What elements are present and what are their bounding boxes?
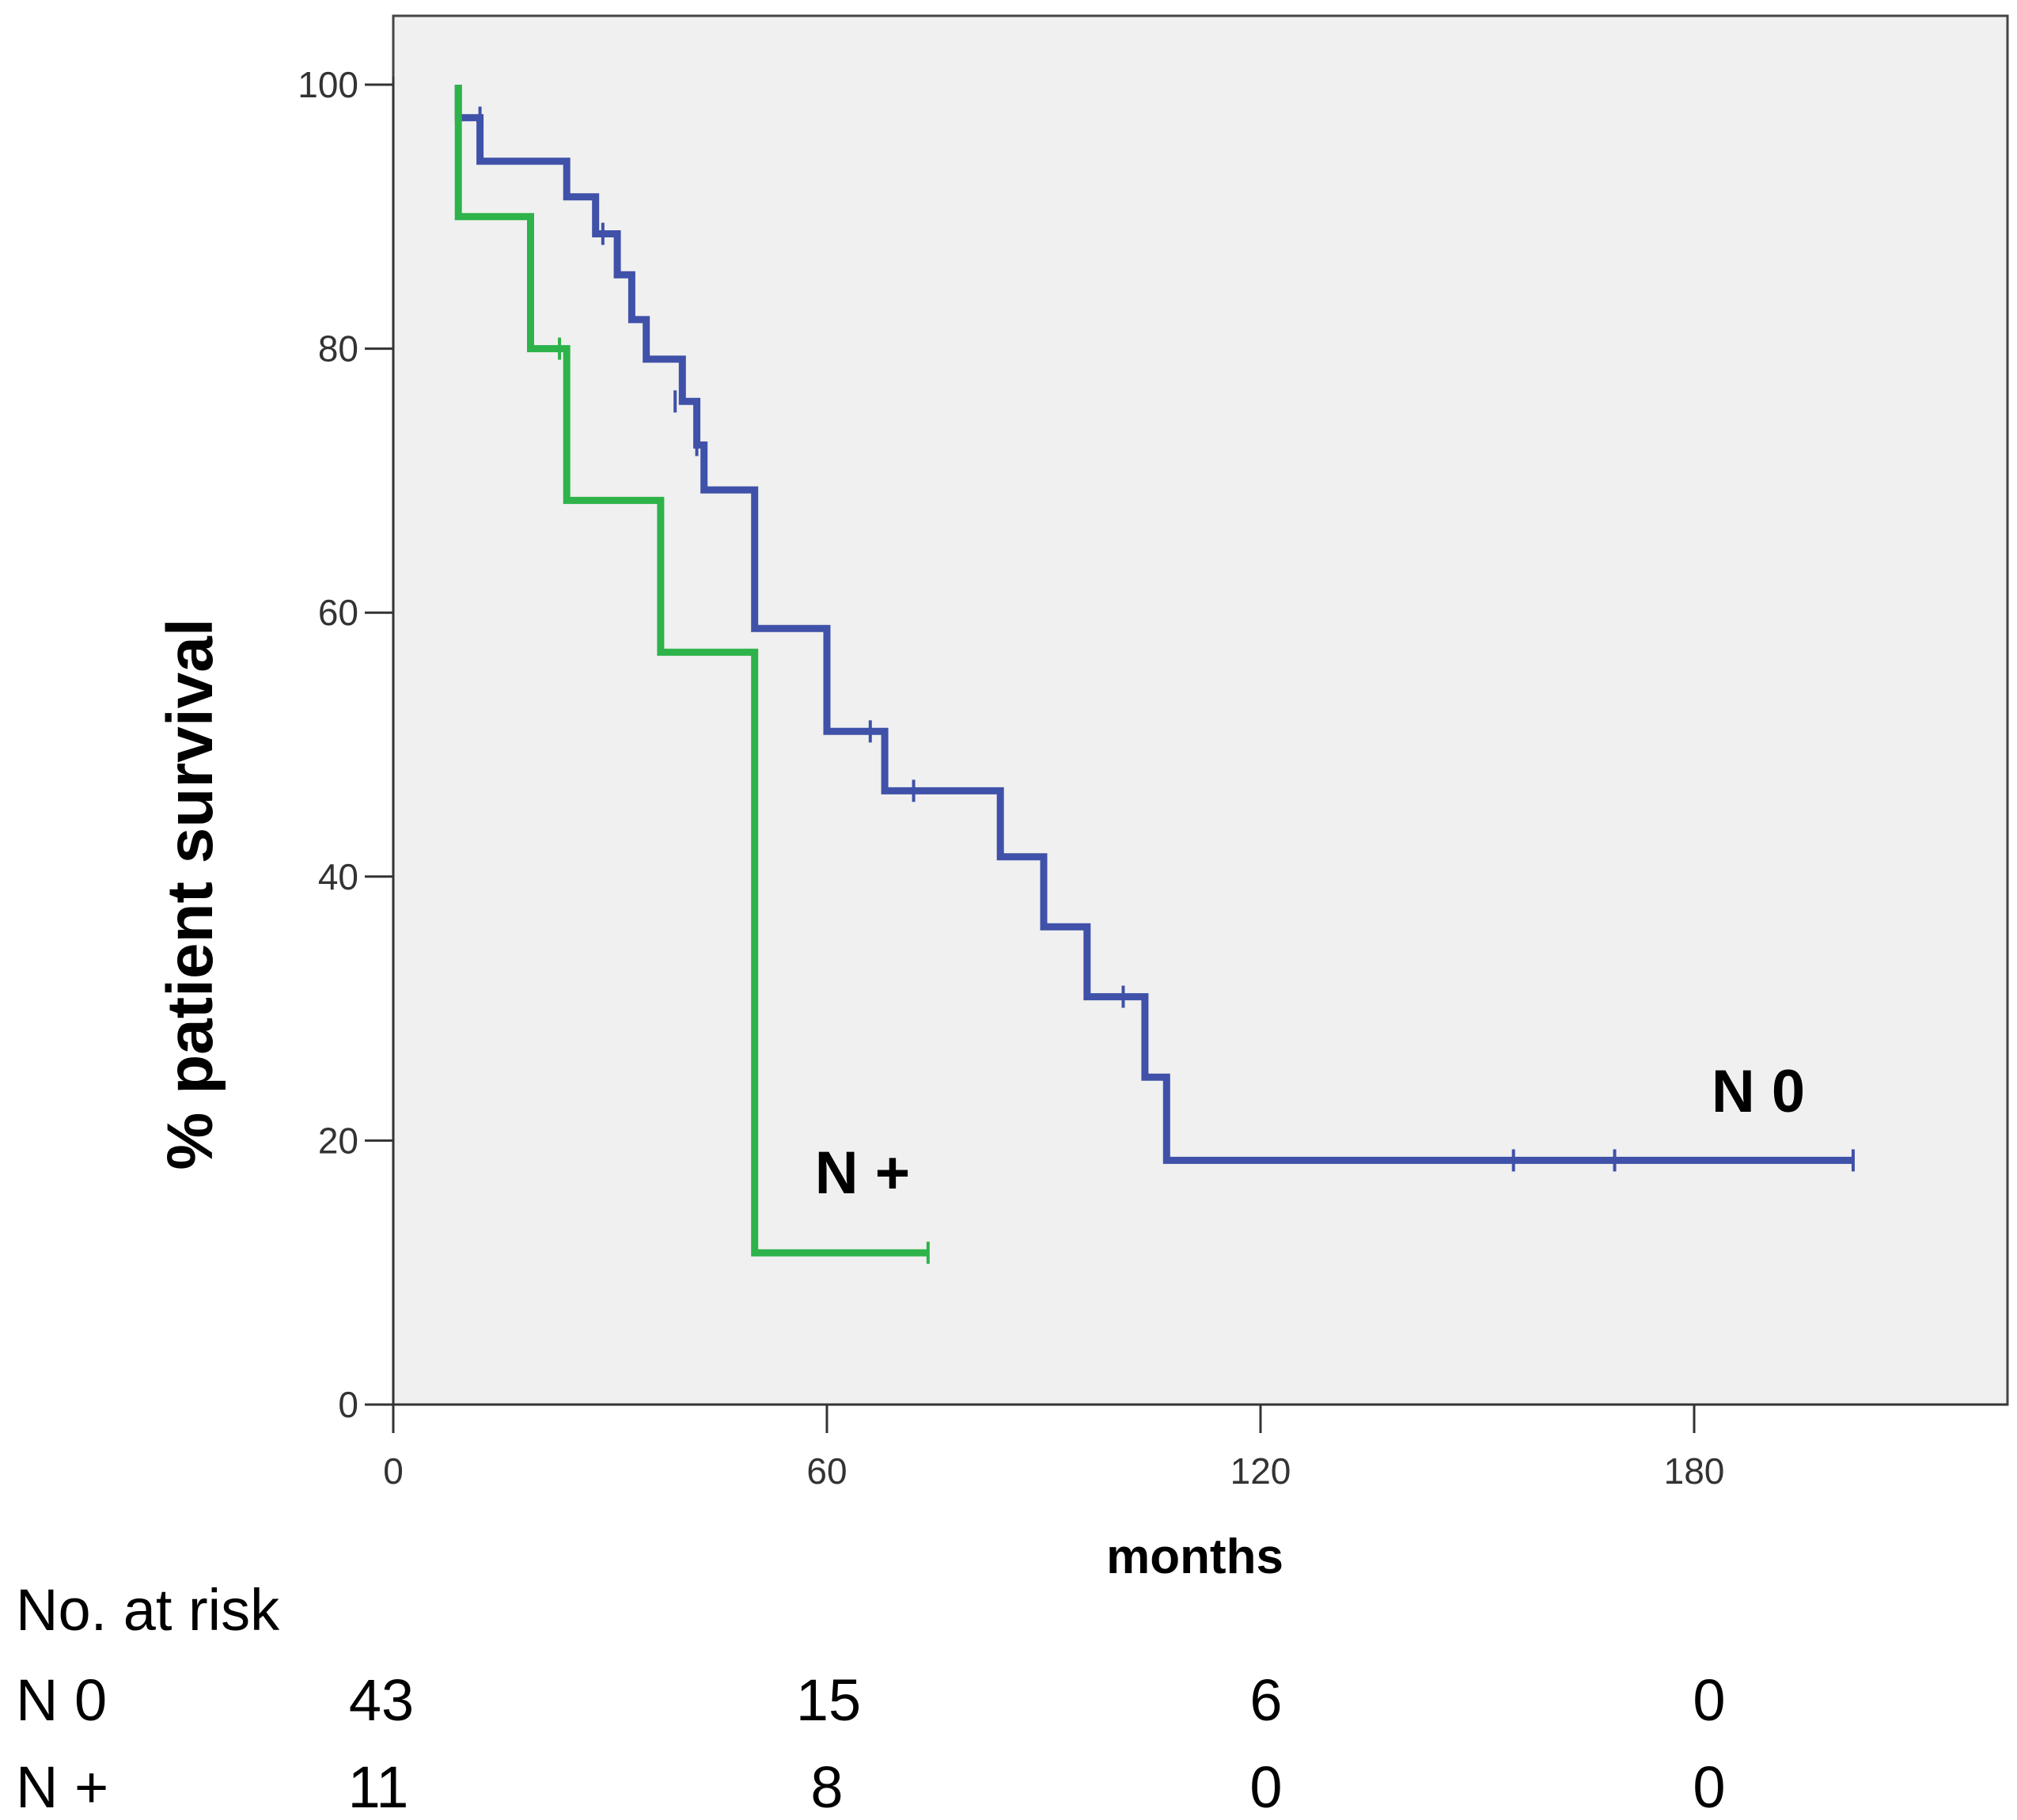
series-label-n0: N 0 — [1712, 1058, 1805, 1125]
y-tick-label: 80 — [318, 328, 358, 370]
series-layer — [454, 85, 1855, 1265]
y-tick-label: 100 — [298, 64, 358, 105]
risk-nplus-120: 0 — [1249, 1754, 1283, 1820]
series-nplus — [454, 85, 930, 1265]
x-tick-label: 60 — [806, 1450, 847, 1492]
y-tick-label: 40 — [318, 856, 358, 897]
risk-nplus-180: 0 — [1693, 1754, 1726, 1820]
y-tick-label: 60 — [318, 592, 358, 633]
labels-layer: months % patient survival N 0 N + — [154, 618, 1805, 1584]
risk-row-nplus-label: N + — [16, 1754, 109, 1820]
x-axis-title: months — [1106, 1530, 1283, 1584]
x-tick-label: 0 — [383, 1450, 404, 1492]
risk-n0-60: 15 — [795, 1667, 862, 1733]
risk-nplus-0: 11 — [347, 1754, 409, 1820]
x-tick-label: 180 — [1664, 1450, 1725, 1492]
survival-line-nplus — [454, 85, 928, 1257]
risk-n0-180: 0 — [1693, 1667, 1726, 1733]
plot-area — [392, 14, 2009, 1406]
y-tick-label: 20 — [318, 1120, 358, 1161]
risk-table-heading: No. at risk — [16, 1577, 280, 1643]
series-label-nplus: N + — [815, 1139, 910, 1207]
risk-n0-120: 6 — [1249, 1667, 1283, 1733]
risk-n0-0: 43 — [348, 1667, 415, 1733]
y-axis-title: % patient survival — [154, 618, 226, 1170]
y-tick-label: 0 — [338, 1384, 358, 1425]
series-n0 — [454, 85, 1855, 1172]
x-tick-label: 120 — [1230, 1450, 1291, 1492]
axes: 0 20 40 60 80 100 0 60 120 180 — [298, 64, 2008, 1492]
risk-row-n0-label: N 0 — [16, 1667, 108, 1733]
survival-line-n0 — [454, 85, 1853, 1164]
risk-nplus-60: 8 — [810, 1754, 844, 1820]
